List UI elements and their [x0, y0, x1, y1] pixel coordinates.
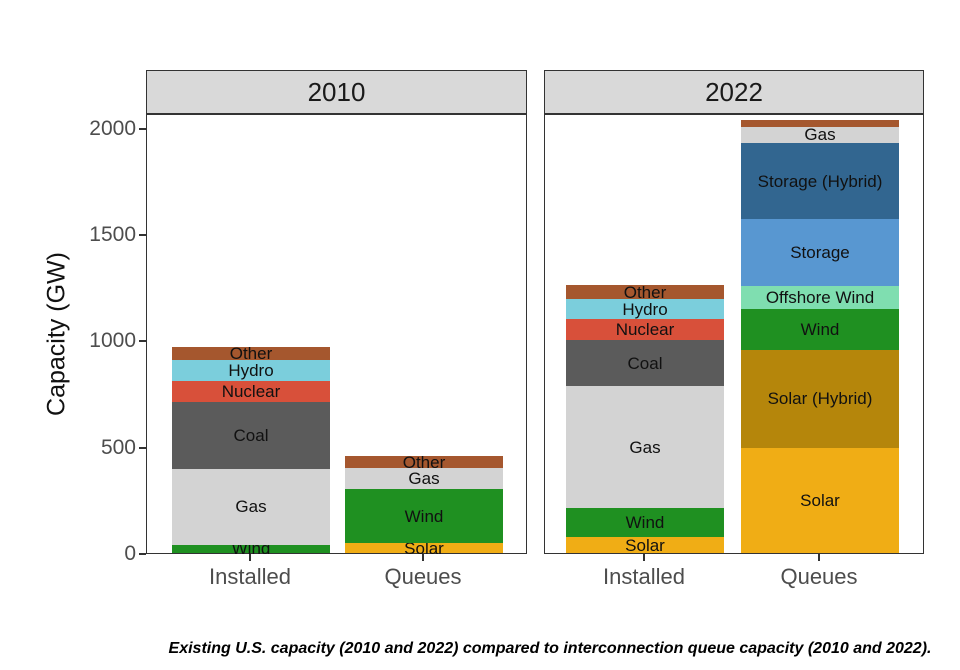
- figure-caption: Existing U.S. capacity (2010 and 2022) c…: [168, 640, 932, 657]
- bar-segment-solar: Solar: [345, 540, 503, 557]
- x-tick-mark: [818, 554, 820, 561]
- segment-label: Storage: [790, 243, 850, 263]
- y-tick-label: 500: [100, 435, 136, 459]
- bar-segment-gas: Gas: [345, 467, 503, 490]
- segment-label: Nuclear: [615, 320, 675, 340]
- segment-label: Solar: [625, 535, 665, 555]
- x-tick-label-installed: Installed: [209, 564, 291, 589]
- facet-plot-2022: Solar Wind Gas Coal Nuclear Hydro Other Solar So…: [544, 114, 924, 554]
- segment-label: Solar: [800, 490, 840, 510]
- stacked-bar-2010-Queues: Solar Wind Gas Other: [345, 452, 503, 557]
- segment-label: Offshore Wind: [765, 287, 875, 307]
- segment-label: Solar (Hybrid): [767, 389, 873, 409]
- bar-segment-hydro: Hydro: [566, 299, 724, 320]
- x-tick-mark: [249, 554, 251, 561]
- bar-segment-storage-hybrid-: Storage (Hybrid): [741, 142, 899, 220]
- y-tick-label: 1500: [89, 223, 136, 247]
- stacked-bar-2022-Installed: Solar Wind Gas Coal Nuclear Hydro Other: [566, 282, 724, 555]
- bar-segment-hydro: Hydro: [172, 359, 330, 381]
- segment-label: Wind: [800, 319, 840, 339]
- x-tick-mark: [422, 554, 424, 561]
- segment-label: Hydro: [228, 360, 274, 380]
- facet-strip-2010: 2010: [146, 70, 527, 114]
- segment-label: Nuclear: [221, 381, 281, 401]
- bar-segment-nuclear: Nuclear: [172, 380, 330, 403]
- bar-segment-storage: Storage: [741, 219, 899, 287]
- bar-segment-gas: Gas: [172, 469, 330, 545]
- segment-label: Gas: [804, 125, 836, 145]
- stacked-bar-2010-Installed: Wind Gas Coal Nuclear Hydro Other: [172, 343, 330, 557]
- segment-label: Other: [623, 282, 667, 302]
- bar-segment-wind: Wind: [345, 489, 503, 544]
- segment-label: Coal: [233, 426, 269, 446]
- segment-label: Wind: [404, 506, 444, 526]
- bar-segment-gas: Gas: [566, 386, 724, 509]
- segment-label: Gas: [629, 437, 661, 457]
- segment-label: Gas: [235, 497, 267, 517]
- bar-segment-other: [741, 120, 899, 127]
- y-tick-mark: [139, 340, 146, 343]
- facet-plot-2010: Wind Gas Coal Nuclear Hydro Other Solar Wind Gas…: [146, 114, 527, 557]
- segment-label: Hydro: [622, 299, 668, 319]
- segment-label: Solar: [404, 538, 444, 558]
- bar-segment-other: Other: [345, 452, 503, 472]
- bar-segment-wind: Wind: [172, 540, 330, 557]
- y-tick-mark: [139, 553, 146, 555]
- bar-segment-solar: Solar: [741, 447, 899, 553]
- bar-segment-gas: Gas: [741, 125, 899, 145]
- bar-segment-offshore-wind: Offshore Wind: [741, 286, 899, 309]
- stacked-bar-2022-Queues: Solar Solar (Hybrid) Wind Offshore Wind Stor…: [741, 120, 899, 553]
- y-tick-mark: [139, 446, 146, 449]
- x-tick-mark: [643, 554, 645, 561]
- segment-label: Gas: [408, 469, 440, 489]
- bar-segment-other: Other: [172, 343, 330, 363]
- x-tick-label-queues: Queues: [780, 564, 858, 589]
- segment-label: Wind: [625, 513, 665, 533]
- bar-segment-coal: Coal: [172, 402, 330, 470]
- segment-label: Coal: [627, 353, 663, 373]
- x-tick-label-installed: Installed: [603, 564, 685, 589]
- facet-strip-2022: 2022: [544, 70, 924, 114]
- x-tick-label-queues: Queues: [384, 564, 462, 589]
- segment-label: Wind: [231, 539, 271, 559]
- y-tick-label: 1000: [89, 329, 136, 353]
- y-tick-label: 0: [124, 542, 136, 565]
- segment-label: Storage (Hybrid): [757, 171, 883, 191]
- bar-segment-coal: Coal: [566, 340, 724, 387]
- segment-label: Other: [229, 343, 273, 363]
- bar-segment-wind: Wind: [741, 308, 899, 351]
- y-tick-mark: [139, 127, 146, 130]
- bar-segment-wind: Wind: [566, 508, 724, 538]
- y-tick-mark: [139, 234, 146, 237]
- y-tick-label: 2000: [89, 116, 136, 140]
- bar-segment-nuclear: Nuclear: [566, 319, 724, 341]
- segment-label: Other: [402, 452, 446, 472]
- bar-segment-solar-hybrid-: Solar (Hybrid): [741, 350, 899, 448]
- bar-segment-solar: Solar: [566, 535, 724, 555]
- bar-segment-other: Other: [566, 282, 724, 302]
